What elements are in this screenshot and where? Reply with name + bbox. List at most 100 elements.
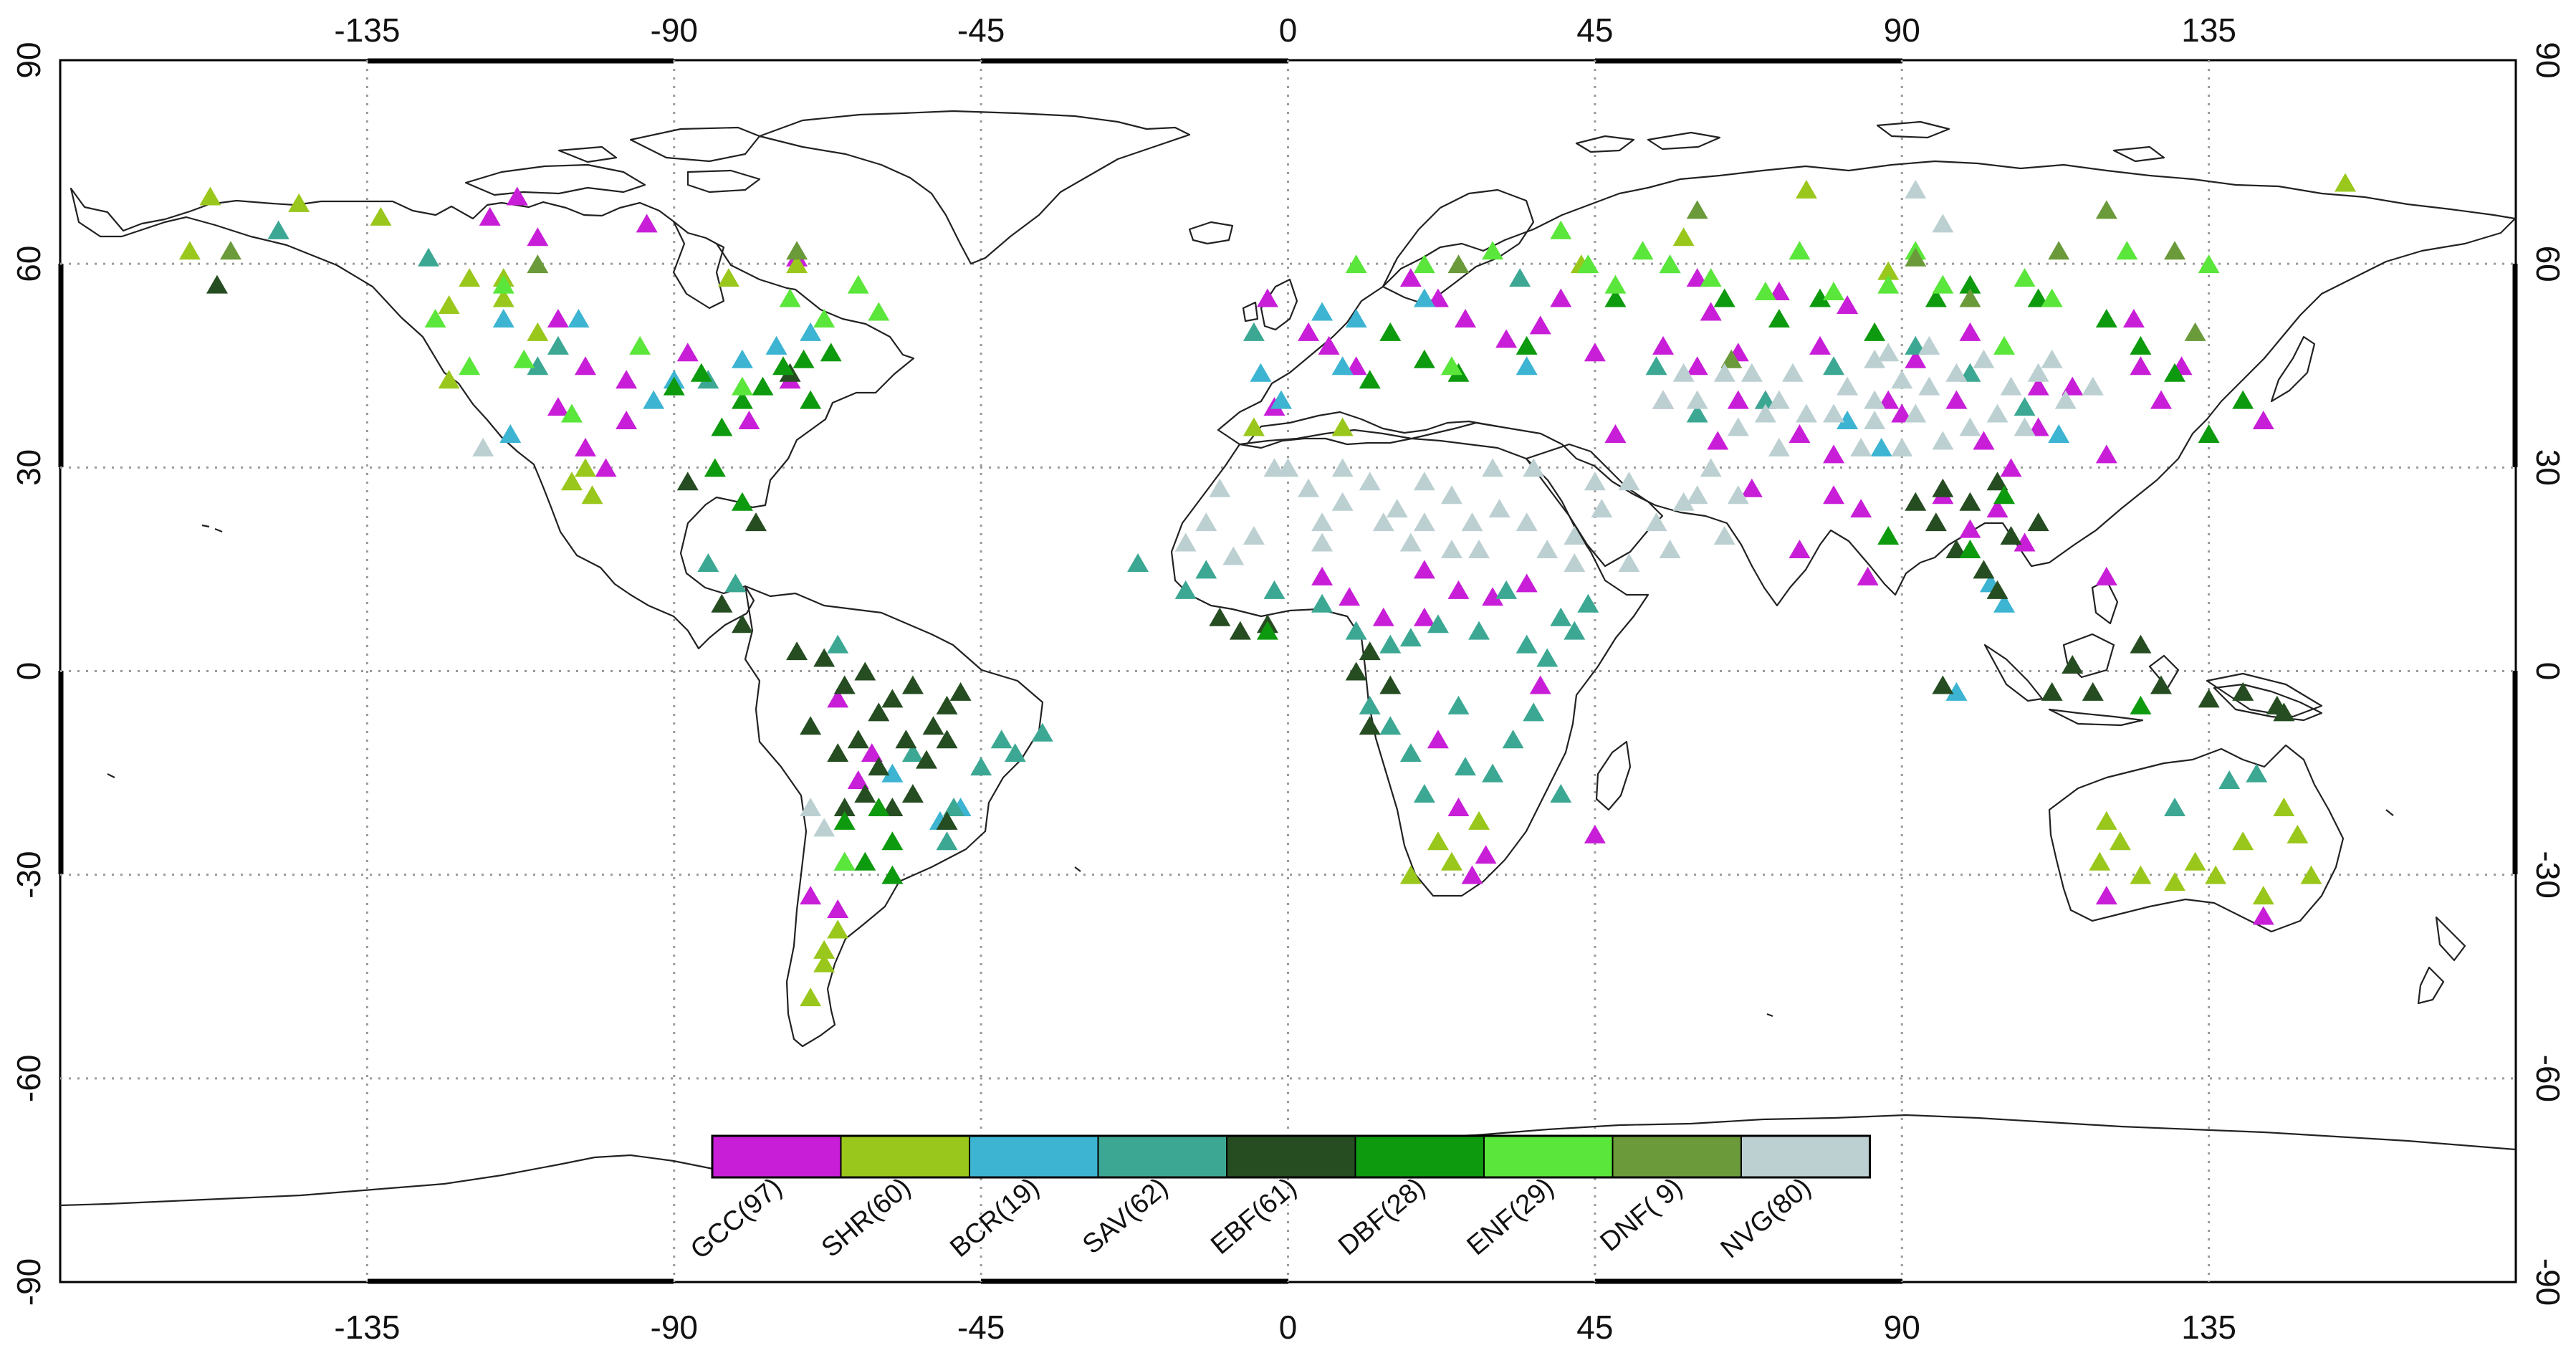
- site-marker-enf: [2116, 241, 2138, 260]
- site-marker-ebf: [915, 750, 937, 769]
- site-marker-sav: [1823, 356, 1845, 376]
- site-marker-gcc: [1550, 288, 1572, 307]
- site-marker-sav: [1345, 621, 1367, 640]
- site-marker-ebf: [1973, 560, 1995, 579]
- site-marker-gcc: [1945, 390, 1968, 409]
- site-marker-enf: [1993, 335, 2016, 355]
- site-marker-nvg: [1468, 540, 1490, 558]
- site-marker-bcr: [1870, 437, 1892, 456]
- site-marker-sav: [1311, 593, 1334, 613]
- site-marker-gcc: [861, 743, 883, 762]
- site-marker-nvg: [1482, 458, 1504, 477]
- site-marker-gcc: [1959, 322, 1981, 341]
- site-marker-bcr: [800, 322, 822, 341]
- site-marker-gcc: [847, 770, 869, 790]
- site-marker-ebf: [2041, 682, 2063, 701]
- site-marker-nvg: [1864, 411, 1886, 430]
- site-marker-nvg: [800, 797, 822, 816]
- site-marker-dbf: [1959, 274, 1981, 294]
- site-marker-dbf: [690, 363, 712, 382]
- coast-australia: [2048, 744, 2345, 933]
- right-tick-label: 30: [2529, 449, 2567, 486]
- site-marker-dbf: [1959, 540, 1981, 558]
- top-tick-label: 135: [2181, 11, 2236, 49]
- site-marker-gcc: [800, 886, 822, 905]
- legend-swatch-nvg: [1741, 1135, 1871, 1178]
- site-marker-ebf: [936, 730, 958, 749]
- site-marker-shr: [2205, 865, 2227, 884]
- site-marker-nvg: [1877, 343, 1900, 362]
- top-tick-label: -90: [651, 11, 698, 49]
- site-marker-dbf: [731, 492, 753, 511]
- site-marker-shr: [2095, 811, 2117, 830]
- site-marker-shr: [2300, 865, 2322, 884]
- legend-label-enf: ENF(29): [1462, 1172, 1560, 1261]
- site-marker-bcr: [1413, 288, 1435, 307]
- site-marker-gcc: [1584, 343, 1606, 362]
- site-marker-sav: [1427, 614, 1449, 633]
- site-marker-gcc: [616, 411, 638, 430]
- site-marker-enf: [1877, 274, 1900, 294]
- legend-swatch-dbf: [1354, 1135, 1485, 1178]
- site-marker-dbf: [1713, 288, 1735, 307]
- site-marker-nvg: [2054, 390, 2077, 409]
- site-marker-nvg: [1277, 458, 1299, 477]
- site-marker-nvg: [1864, 349, 1886, 368]
- site-marker-dbf: [854, 851, 876, 871]
- site-marker-sav: [547, 335, 569, 355]
- site-marker-gcc: [1461, 865, 1483, 884]
- site-marker-enf: [847, 274, 869, 294]
- site-marker-dnf: [219, 241, 241, 260]
- site-marker-sav: [1359, 695, 1381, 714]
- bottom-tick-label: 45: [1576, 1309, 1613, 1346]
- site-marker-ebf: [949, 682, 972, 701]
- bottom-tick-label: 90: [1884, 1309, 1920, 1346]
- site-marker-nvg: [1754, 403, 1776, 423]
- top-tick-label: 45: [1576, 11, 1613, 49]
- site-marker-gcc: [2027, 417, 2049, 436]
- site-marker-dbf: [793, 349, 815, 368]
- site-marker-ebf: [1986, 472, 2008, 491]
- site-marker-nvg: [1386, 499, 1408, 518]
- site-marker-dbf: [1993, 485, 2016, 505]
- site-marker-sav: [697, 553, 719, 572]
- site-marker-dbf: [820, 343, 842, 362]
- site-marker-ebf: [1925, 512, 1947, 532]
- site-marker-ebf: [1359, 641, 1381, 661]
- site-marker-dnf: [1959, 288, 1981, 307]
- site-marker-nvg: [1523, 458, 1545, 477]
- site-marker-nvg: [1584, 472, 1606, 491]
- site-marker-sav: [1399, 743, 1422, 762]
- site-marker-dbf: [868, 797, 890, 816]
- site-marker-bcr: [1311, 302, 1334, 321]
- site-marker-nvg: [1959, 417, 1981, 436]
- site-marker-gcc: [1741, 478, 1763, 497]
- site-marker-enf: [492, 274, 514, 294]
- site-marker-nvg: [1645, 512, 1667, 532]
- site-marker-gcc: [1789, 540, 1811, 558]
- site-marker-gcc: [1413, 607, 1435, 626]
- site-marker-nvg: [1727, 485, 1749, 505]
- site-marker-ebf: [922, 716, 944, 735]
- site-marker-nvg: [1713, 363, 1735, 382]
- site-marker-nvg: [2014, 417, 2036, 436]
- site-marker-nvg: [1672, 363, 1695, 382]
- site-marker-sav: [1550, 607, 1572, 626]
- site-marker-sav: [267, 220, 289, 239]
- site-marker-ebf: [827, 743, 849, 762]
- site-marker-nvg: [1652, 390, 1675, 409]
- site-marker-gcc: [506, 186, 528, 206]
- site-marker-bcr: [1993, 593, 2016, 613]
- site-marker-shr: [2164, 872, 2186, 891]
- site-marker-sav: [990, 730, 1012, 749]
- site-marker-shr: [2089, 851, 2111, 871]
- site-marker-gcc: [2095, 886, 2117, 905]
- site-marker-shr: [2232, 831, 2254, 851]
- site-marker-enf: [1789, 241, 1811, 260]
- coast-eurasia: [1217, 160, 2517, 607]
- site-marker-sav: [1379, 716, 1402, 735]
- site-marker-ebf: [1359, 716, 1381, 735]
- left-tick-label: 90: [10, 42, 47, 78]
- site-marker-gcc: [738, 411, 760, 430]
